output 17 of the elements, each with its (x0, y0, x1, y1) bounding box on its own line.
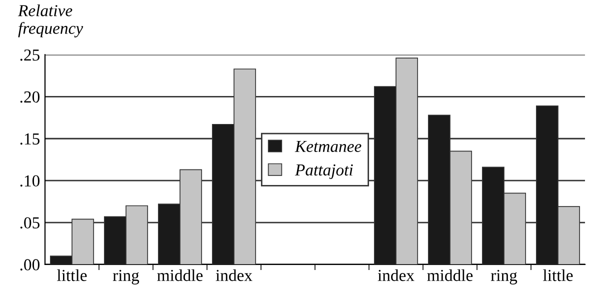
y-tick-label: .05 (20, 217, 40, 229)
y-tick-label: .25 (20, 49, 40, 61)
legend-label: Pattajoti (294, 164, 353, 179)
x-tick-label: index (378, 269, 414, 282)
legend-label: Ketmanee (294, 140, 362, 152)
x-tick-label: index (216, 269, 252, 282)
y-tick-label: .15 (20, 133, 40, 145)
x-tick-label: little (543, 269, 573, 282)
y-tick-label: .00 (20, 259, 40, 270)
x-tick-label: ring (112, 270, 140, 284)
x-tick-label: little (57, 269, 87, 282)
x-tick-label: middle (427, 269, 473, 282)
x-tick-label: middle (157, 269, 203, 282)
y-axis-title: Relative frequency (18, 4, 84, 38)
y-tick-label: .20 (20, 91, 40, 103)
y-tick-label: .10 (20, 175, 40, 187)
x-tick-label: ring (490, 270, 518, 284)
